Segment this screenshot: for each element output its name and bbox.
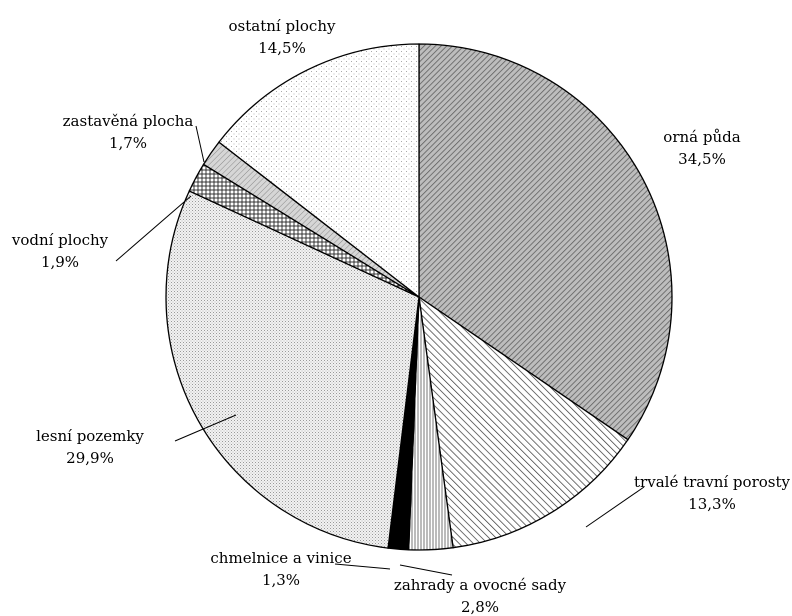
slice-value-zastavena-plocha: 1,7% — [109, 134, 147, 152]
pie-slice-ostatni-plochy — [218, 43, 420, 299]
slice-label-trvale-travni-porosty: trvalé travní porosty — [634, 473, 790, 491]
slice-value-zahrady-a-ovocne-sady: 2,8% — [461, 598, 499, 616]
leader-lines — [115, 125, 645, 576]
slice-label-lesni-pozemky: lesní pozemky — [36, 427, 144, 445]
slice-value-trvale-travni-porosty: 13,3% — [688, 495, 736, 513]
pie-slices — [165, 43, 673, 551]
leader-line-lesni-pozemky — [174, 414, 237, 442]
slice-value-orna-puda: 34,5% — [678, 150, 726, 168]
slice-label-orna-puda: orná půda — [663, 128, 740, 146]
slice-label-zastavena-plocha: zastavěná plocha — [63, 112, 194, 130]
slice-value-ostatni-plochy: 14,5% — [258, 39, 306, 57]
pie-slice-trvale-travni-porosty — [418, 295, 629, 549]
slice-value-chmelnice-a-vinice: 1,3% — [262, 571, 300, 589]
pie-slice-orna-puda — [418, 43, 673, 441]
slice-label-chmelnice-a-vinice: chmelnice a vinice — [210, 549, 351, 567]
slice-label-zahrady-a-ovocne-sady: zahrady a ovocné sady — [394, 576, 567, 594]
slice-value-vodni-plochy: 1,9% — [41, 253, 79, 271]
leader-line-zahrady-a-ovocne-sady — [399, 564, 453, 576]
slice-label-ostatni-plochy: ostatní plochy — [229, 17, 336, 35]
slice-labels: orná půda 34,5% trvalé travní porosty 13,3%… — [11, 17, 791, 616]
slice-label-vodni-plochy: vodní plochy — [11, 231, 109, 249]
slice-value-lesni-pozemky: 29,9% — [66, 449, 114, 467]
leader-line-vodni-plochy — [115, 195, 192, 262]
leader-line-trvale-travni-porosty — [585, 486, 645, 528]
pie-slice-lesni-pozemky — [165, 190, 420, 549]
leader-line-chmelnice-a-vinice — [334, 563, 391, 570]
leader-line-zastavena-plocha — [195, 125, 205, 163]
